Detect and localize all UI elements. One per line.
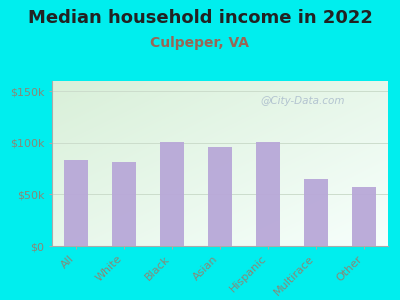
Text: Culpeper, VA: Culpeper, VA [150, 36, 250, 50]
Bar [112, 163, 136, 246]
Bar [256, 142, 280, 246]
Bar [64, 160, 88, 246]
Bar [352, 187, 376, 246]
Bar [208, 147, 232, 246]
Bar [160, 142, 184, 246]
Bar [304, 179, 328, 246]
Text: Median household income in 2022: Median household income in 2022 [28, 9, 372, 27]
Text: @City-Data.com: @City-Data.com [260, 96, 345, 106]
